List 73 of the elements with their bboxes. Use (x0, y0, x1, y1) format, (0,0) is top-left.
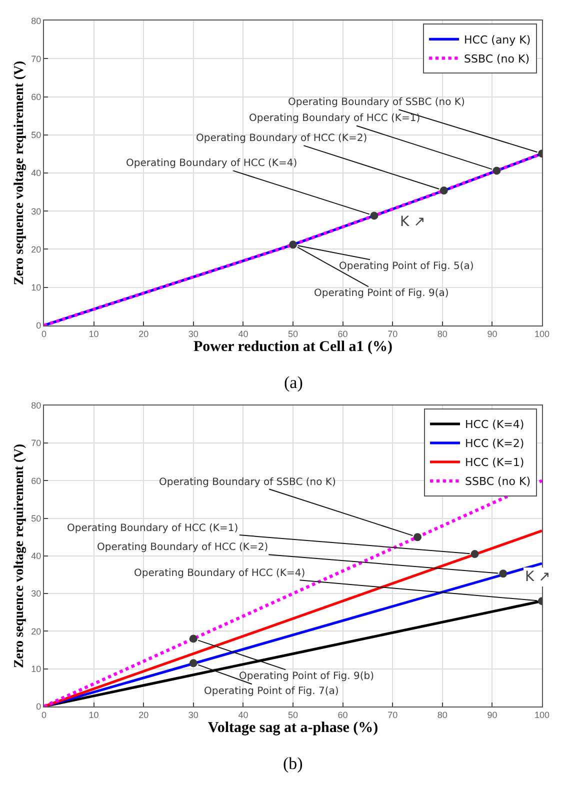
y-tick-label: 20 (31, 626, 42, 636)
y-tick-label: 60 (31, 476, 42, 486)
text: (b) (283, 754, 303, 773)
annotation: Operating Point of Fig. 9(a) (314, 288, 449, 299)
text: (a) (284, 373, 303, 392)
x-axis-title: Voltage sag at a-phase (%) (208, 720, 378, 736)
x-axis-title: Power reduction at Cell a1 (%) (194, 339, 392, 356)
point (414, 533, 422, 542)
x-tick-label: 30 (188, 329, 198, 340)
x-tick-label: 40 (238, 710, 248, 720)
y-axis-title: Zero sequence voltage requirement (V) (10, 60, 26, 286)
x-tick-label: 70 (388, 329, 398, 340)
point (189, 634, 198, 643)
y-tick-label: 0 (36, 320, 42, 331)
point (499, 570, 508, 578)
x-tick-label: 30 (188, 710, 198, 720)
legend-label: HCC (K=2) (465, 437, 524, 450)
y-tick-label: 50 (31, 513, 42, 524)
y-tick-label: 50 (31, 130, 42, 140)
x-tick-label: 50 (288, 710, 298, 720)
x-tick-label: 60 (338, 710, 348, 720)
y-tick-label: 20 (31, 244, 42, 254)
x-tick-label: 80 (437, 710, 448, 720)
y-tick-label: 30 (31, 206, 42, 216)
point (470, 550, 479, 558)
legend-label: HCC (K=4) (465, 418, 524, 432)
x-tick-label: 10 (88, 329, 99, 340)
y-tick-label: 40 (31, 551, 42, 562)
x-tick-label: 90 (487, 329, 498, 340)
annotation: Operating Boundary of HCC (K=4) (126, 158, 298, 169)
legend-label: HCC (any K) (464, 33, 531, 46)
annotation: Operating Boundary of SSBC (no K) (288, 97, 465, 108)
annotation: Operating Boundary of HCC (K=1) (249, 113, 420, 124)
legend-label: HCC (K=1) (465, 456, 524, 470)
x-tick-label: 20 (138, 329, 149, 340)
x-tick-label: 100 (534, 710, 550, 720)
legend-label: SSBC (no K) (464, 52, 530, 66)
x-tick-label: 70 (388, 710, 398, 720)
x-tick-label: 40 (238, 329, 248, 340)
y-tick-label: 40 (31, 168, 42, 178)
point (440, 186, 448, 195)
y-tick-label: 10 (31, 664, 42, 674)
point (289, 240, 297, 249)
annotation: Operating Point of Fig. 7(a) (204, 686, 339, 697)
x-tick-label: 20 (138, 710, 149, 720)
annotation: K ↗ (400, 214, 426, 230)
x-tick-label: 10 (88, 710, 99, 720)
x-tick-label: 50 (288, 329, 298, 340)
y-tick-label: 60 (31, 92, 42, 102)
y-tick-label: 70 (31, 54, 42, 64)
legend-label: SSBC (no K) (465, 475, 531, 488)
point (492, 166, 501, 175)
y-tick-label: 30 (31, 588, 42, 599)
x-tick-label: 100 (534, 329, 550, 340)
annotation: Operating Point of Fig. 9(b) (239, 671, 374, 682)
annotation: Operating Point of Fig. 5(a) (339, 261, 474, 272)
x-tick-label: 60 (338, 329, 348, 340)
annotation: Operating Boundary of HCC (K=2) (196, 133, 368, 144)
point (189, 659, 198, 668)
annotation: Operating Boundary of HCC (K=4) (134, 568, 306, 579)
y-tick-label: 80 (31, 16, 42, 26)
annotation: K ↗ (525, 569, 550, 585)
y-tick-label: 0 (36, 702, 42, 712)
y-tick-label: 10 (31, 282, 42, 292)
y-axis-title: Zero sequence voltage requirement (V) (10, 444, 26, 668)
y-tick-label: 70 (31, 438, 42, 448)
annotation: Operating Boundary of HCC (K=1) (67, 523, 238, 534)
annotation: Operating Boundary of HCC (K=2) (97, 542, 268, 553)
annotation: Operating Boundary of SSBC (no K) (159, 477, 336, 488)
x-tick-label: 90 (487, 710, 498, 720)
y-tick-label: 80 (31, 400, 42, 411)
point (370, 212, 378, 220)
x-tick-label: 80 (437, 329, 448, 340)
